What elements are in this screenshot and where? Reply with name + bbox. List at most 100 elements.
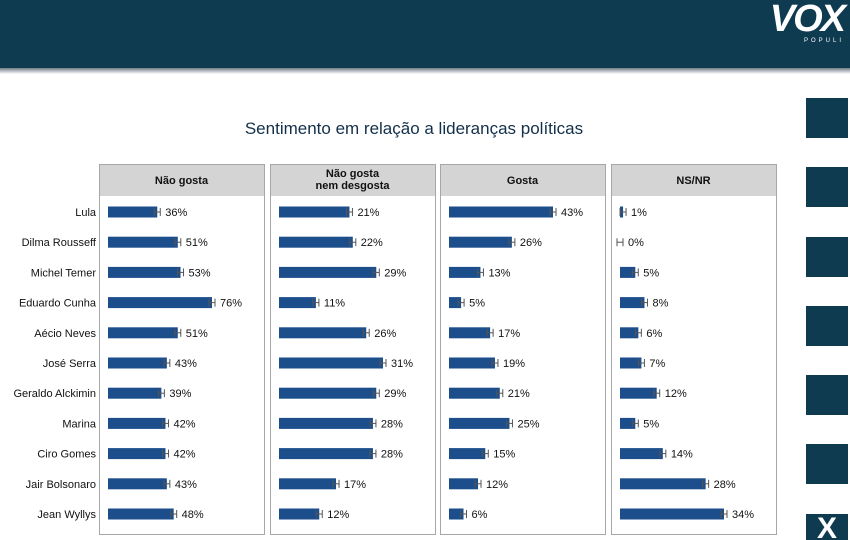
- bar: [449, 327, 491, 339]
- nav-tile[interactable]: X: [806, 514, 848, 540]
- data-label: 1%: [631, 207, 647, 219]
- bar: [279, 236, 353, 248]
- bar: [449, 508, 464, 520]
- category-label: Jean Wyllys: [37, 509, 96, 521]
- category-label: Eduardo Cunha: [19, 298, 97, 310]
- bar: [108, 387, 162, 399]
- brand-logo-subtitle: POPULI: [803, 38, 844, 44]
- data-label: 6%: [472, 509, 488, 521]
- data-label: 31%: [391, 358, 413, 370]
- panel-frame: [440, 164, 606, 535]
- panel-header-label: Gosta: [507, 175, 539, 187]
- bar: [620, 508, 724, 520]
- data-label: 22%: [361, 237, 383, 249]
- data-label: 43%: [561, 207, 583, 219]
- panel-header-bg: [441, 165, 605, 196]
- category-label: Lula: [75, 207, 97, 219]
- bar: [279, 478, 337, 490]
- data-label: 25%: [517, 418, 539, 430]
- nav-tile[interactable]: [806, 98, 848, 138]
- data-label: 39%: [169, 388, 191, 400]
- data-label: 14%: [671, 449, 693, 461]
- data-label: 28%: [381, 418, 403, 430]
- bar: [449, 357, 495, 369]
- panel-header-bg: [100, 165, 264, 196]
- category-label: Michel Temer: [31, 267, 97, 279]
- bar: [449, 266, 481, 278]
- bar: [108, 206, 158, 218]
- brand-logo: VOX POPULI: [769, 0, 846, 44]
- bar: [620, 357, 642, 369]
- bar: [108, 357, 167, 369]
- category-label: Ciro Gomes: [37, 449, 96, 461]
- data-label: 17%: [498, 328, 520, 340]
- nav-tile[interactable]: [806, 306, 848, 346]
- data-label: 8%: [652, 298, 668, 310]
- data-label: 76%: [220, 298, 242, 310]
- panel-header-label: Não gosta: [326, 168, 380, 180]
- bar: [279, 417, 373, 429]
- bar: [620, 266, 636, 278]
- data-label: 29%: [384, 267, 406, 279]
- x-icon: X: [816, 514, 837, 540]
- bar: [279, 297, 316, 309]
- panel-frame: [611, 164, 777, 535]
- bar: [279, 387, 377, 399]
- data-label: 48%: [182, 509, 204, 521]
- data-label: 12%: [665, 388, 687, 400]
- data-label: 12%: [327, 509, 349, 521]
- bar: [449, 206, 553, 218]
- chart-title: Sentimento em relação a lideranças polít…: [244, 119, 584, 138]
- data-label: 36%: [165, 207, 187, 219]
- bar: [620, 387, 657, 399]
- bar: [108, 297, 212, 309]
- data-label: 28%: [714, 479, 736, 491]
- data-label: 13%: [488, 267, 510, 279]
- data-label: 0%: [628, 237, 644, 249]
- header-shadow: [0, 68, 850, 74]
- panel-header-label: NS/NR: [676, 175, 710, 187]
- nav-tile[interactable]: [806, 444, 848, 484]
- bar: [279, 206, 350, 218]
- category-label: Dilma Rousseff: [22, 237, 97, 249]
- category-label: Jair Bolsonaro: [26, 479, 96, 491]
- bar: [449, 448, 486, 460]
- data-label: 5%: [643, 267, 659, 279]
- data-label: 51%: [186, 328, 208, 340]
- category-label: Aécio Neves: [34, 328, 96, 340]
- data-label: 6%: [646, 328, 662, 340]
- nav-tile[interactable]: [806, 375, 848, 415]
- bar: [279, 266, 377, 278]
- data-label: 53%: [189, 267, 211, 279]
- bar: [449, 387, 500, 399]
- bar: [449, 417, 510, 429]
- bar: [108, 417, 166, 429]
- data-label: 17%: [344, 479, 366, 491]
- data-label: 11%: [324, 298, 345, 310]
- bar: [279, 327, 367, 339]
- bar: [108, 478, 167, 490]
- data-label: 19%: [503, 358, 525, 370]
- data-label: 34%: [732, 509, 754, 521]
- header-bar: [0, 0, 850, 68]
- category-label: José Serra: [43, 358, 97, 370]
- bar: [108, 508, 174, 520]
- bar: [108, 266, 181, 278]
- nav-tile[interactable]: [806, 167, 848, 207]
- panel-frame: [270, 164, 436, 535]
- panel-header-label: Não gosta: [155, 175, 209, 187]
- data-label: 5%: [469, 298, 485, 310]
- bar: [620, 478, 706, 490]
- bar: [620, 448, 663, 460]
- data-label: 5%: [643, 418, 659, 430]
- bar: [108, 327, 178, 339]
- data-label: 26%: [374, 328, 396, 340]
- nav-tile[interactable]: [806, 237, 848, 277]
- bar: [620, 327, 639, 339]
- data-label: 12%: [486, 479, 508, 491]
- bar: [279, 448, 373, 460]
- data-label: 51%: [186, 237, 208, 249]
- brand-logo-text: VOX: [769, 0, 846, 40]
- data-label: 26%: [520, 237, 542, 249]
